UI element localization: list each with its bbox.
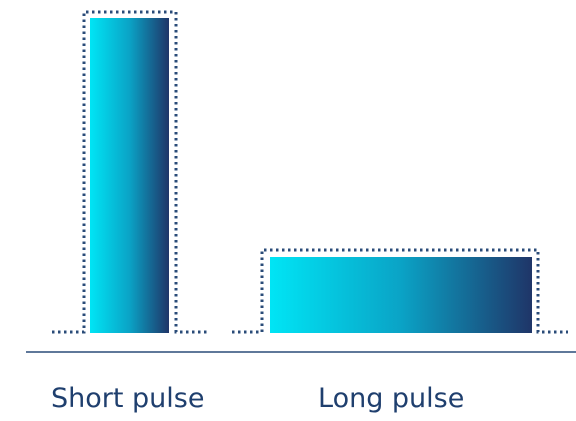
short-pulse-outline xyxy=(52,10,208,334)
long-pulse-label: Long pulse xyxy=(318,383,465,414)
long-pulse-bar xyxy=(270,257,532,333)
long-pulse-outline xyxy=(232,248,568,334)
short-pulse-bar xyxy=(90,18,169,333)
short-pulse-label: Short pulse xyxy=(51,383,205,414)
